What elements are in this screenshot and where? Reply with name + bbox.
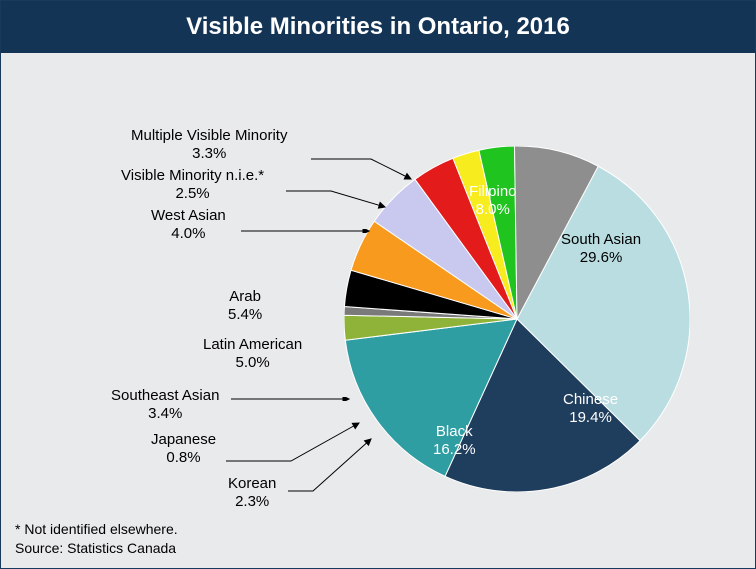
slice-label: Arab5.4% xyxy=(228,288,262,324)
slice-label: South Asian29.6% xyxy=(561,231,641,267)
slice-label: Korean2.3% xyxy=(228,475,276,511)
slice-label: Latin American5.0% xyxy=(203,336,302,372)
chart-container: Visible Minorities in Ontario, 2016 Sout… xyxy=(0,0,756,569)
slice-label: Japanese0.8% xyxy=(151,431,216,467)
slice-label: Chinese19.4% xyxy=(563,391,618,427)
leader-line xyxy=(224,421,361,463)
slice-label: Black16.2% xyxy=(433,423,476,459)
leader-line xyxy=(309,157,413,181)
footnotes: * Not identified elsewhere. Source: Stat… xyxy=(15,520,178,558)
chart-title: Visible Minorities in Ontario, 2016 xyxy=(1,1,755,53)
leader-line xyxy=(239,229,371,233)
slice-label: Visible Minority n.i.e.*2.5% xyxy=(121,167,264,203)
slice-label: Multiple Visible Minority3.3% xyxy=(131,127,287,163)
slice-label: Filipino8.0% xyxy=(469,183,517,219)
slice-label: West Asian4.0% xyxy=(151,207,226,243)
pie-chart xyxy=(344,146,690,492)
slice-label: Southeast Asian3.4% xyxy=(111,387,219,423)
footnote-source: Source: Statistics Canada xyxy=(15,539,178,558)
leader-line xyxy=(284,189,387,209)
leader-line xyxy=(229,397,351,401)
footnote-asterisk: * Not identified elsewhere. xyxy=(15,520,178,539)
chart-area: South Asian29.6% Chinese19.4% Black16.2% Ko… xyxy=(1,61,755,508)
